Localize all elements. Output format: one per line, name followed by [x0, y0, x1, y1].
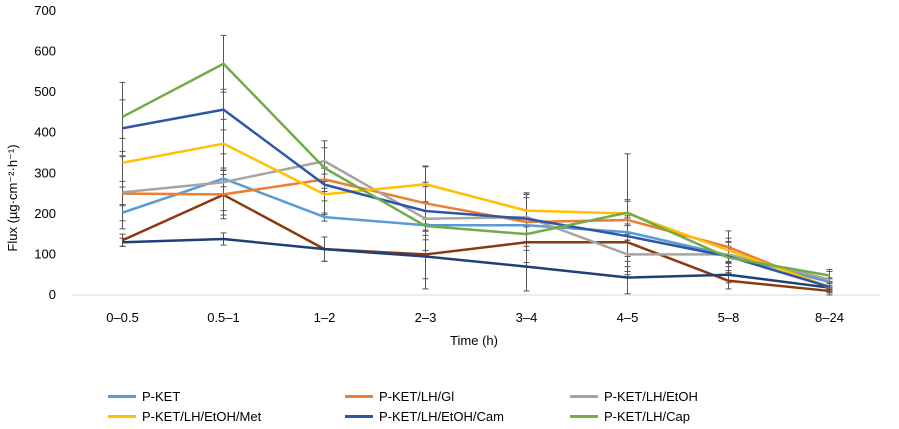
x-tick-label: 0–0.5: [106, 310, 139, 325]
x-tick-label: 2–3: [415, 310, 437, 325]
legend-label: P-KET/LH/EtOH/Met: [142, 409, 262, 424]
x-tick-label: 1–2: [314, 310, 336, 325]
legend-swatch: [108, 415, 136, 418]
y-tick-label: 300: [34, 165, 56, 180]
x-axis-title: Time (h): [450, 333, 498, 348]
x-axis-ticks: 0–0.5 0.5–1 1–2 2–3 3–4 4–5 5–8 8–24: [106, 310, 844, 325]
legend-swatch: [345, 415, 373, 418]
chart-legend: P-KET P-KET/LH/Gl P-KET/LH/EtOH P-KET/LH/Et…: [108, 389, 808, 429]
series-line-p-ket-lh-cap: [121, 62, 830, 277]
series-line-unlabeled-6: [121, 193, 830, 293]
legend-label: P-KET/LH/Gl: [379, 389, 455, 404]
y-axis-ticks: 0 100 200 300 400 500 600 700: [34, 3, 56, 302]
y-tick-label: 0: [49, 287, 56, 302]
series-lines: [121, 62, 830, 293]
legend-item: P-KET/LH/EtOH/Met: [108, 409, 261, 424]
series-line-p-ket-lh-etoh-cam: [122, 108, 830, 289]
legend-swatch: [345, 395, 373, 398]
legend-swatch: [108, 395, 136, 398]
y-tick-label: 600: [34, 44, 56, 59]
legend-label: P-KET/LH/EtOH/Cam: [379, 409, 504, 424]
legend-item: P-KET/LH/EtOH: [570, 389, 698, 404]
flux-line-chart: 0 100 200 300 400 500 600 700 0–0.5 0.5–1 1–2 2–3 3…: [5, 3, 880, 348]
legend-swatch: [570, 415, 598, 418]
y-tick-label: 500: [34, 84, 56, 99]
series-line-p-ket-lh-etoh: [122, 159, 830, 281]
y-tick-label: 200: [34, 206, 56, 221]
legend-item: P-KET/LH/Cap: [570, 409, 690, 424]
series-line-unlabeled-7: [122, 237, 830, 289]
legend-label: P-KET/LH/EtOH: [604, 389, 698, 404]
x-tick-label: 3–4: [516, 310, 538, 325]
series-line-p-ket-lh-gl: [122, 178, 830, 289]
legend-item: P-KET/LH/EtOH/Cam: [345, 409, 504, 424]
x-tick-label: 5–8: [718, 310, 740, 325]
y-tick-label: 400: [34, 125, 56, 140]
y-axis-title: Flux (µg·cm⁻²·h⁻¹): [5, 144, 20, 251]
legend-swatch: [570, 395, 598, 398]
legend-label: P-KET: [142, 389, 181, 404]
legend-item: P-KET: [108, 389, 180, 404]
x-tick-label: 8–24: [815, 310, 844, 325]
legend-label: P-KET/LH/Cap: [604, 409, 690, 424]
x-tick-label: 4–5: [617, 310, 639, 325]
series-line-p-ket-lh-etoh-met: [122, 142, 830, 289]
y-tick-label: 100: [34, 246, 56, 261]
y-tick-label: 700: [34, 3, 56, 18]
legend-item: P-KET/LH/Gl: [345, 389, 454, 404]
x-tick-label: 0.5–1: [207, 310, 240, 325]
